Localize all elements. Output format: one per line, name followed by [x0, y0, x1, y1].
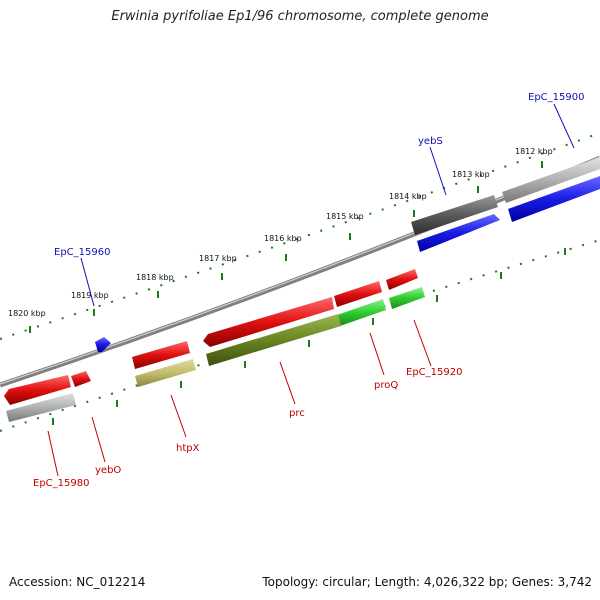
kbp-label: 1813 kbp — [452, 170, 490, 179]
kbp-label: 1819 kbp — [71, 291, 109, 300]
kbp-label: 1820 kbp — [8, 309, 46, 318]
gene-label-yebS[interactable]: yebS — [418, 136, 443, 147]
gene-yebS-cds[interactable] — [417, 214, 500, 252]
gene-EpC_15980-cds[interactable] — [4, 375, 71, 405]
genome-summary-text: Topology: circular; Length: 4,026,322 bp… — [262, 575, 592, 589]
gene-prc-cds[interactable] — [203, 297, 334, 347]
kbp-label: 1818 kbp — [136, 273, 174, 282]
gene-label-prc[interactable]: prc — [289, 408, 305, 419]
accession-text: Accession: NC_012214 — [9, 575, 146, 589]
label-leaders — [47, 103, 575, 477]
gene-yebO-cds[interactable] — [71, 371, 91, 387]
gene-proQ-cds[interactable] — [334, 281, 382, 307]
gene-EpC_15960-cds[interactable] — [95, 337, 111, 352]
kbp-label: 1816 kbp — [264, 234, 302, 243]
gene-EpC_15980-feature[interactable] — [6, 393, 76, 422]
gene-EpC_15920-cds[interactable] — [386, 269, 418, 290]
gene-label-EpC_15980[interactable]: EpC_15980 — [33, 478, 89, 489]
gene-htpX-feature[interactable] — [135, 359, 196, 387]
gene-label-EpC_15920[interactable]: EpC_15920 — [406, 367, 462, 378]
kbp-label: 1815 kbp — [326, 212, 364, 221]
kbp-major-ticks — [29, 161, 566, 425]
gene-label-htpX[interactable]: htpX — [176, 443, 200, 454]
gene-EpC_15900-feature[interactable] — [502, 157, 600, 203]
map-title: Erwinia pyrifoliae Ep1/96 chromosome, co… — [111, 9, 489, 24]
gene-proQ-feature[interactable] — [337, 299, 386, 326]
gene-htpX-cds[interactable] — [132, 341, 190, 369]
gene-yebS-feature[interactable] — [411, 195, 498, 235]
gene-label-EpC_15960[interactable]: EpC_15960 — [54, 247, 110, 258]
gene-EpC_15900-cds[interactable] — [508, 176, 600, 222]
gene-label-EpC_15900[interactable]: EpC_15900 — [528, 92, 584, 103]
kbp-label: 1817 kbp — [199, 254, 237, 263]
gene-label-proQ[interactable]: proQ — [374, 380, 398, 391]
gene-prc-feature[interactable] — [206, 314, 341, 366]
gene-EpC_15920-feature[interactable] — [389, 287, 425, 309]
gene-label-yebO[interactable]: yebO — [95, 465, 121, 476]
kbp-label: 1812 kbp — [515, 147, 553, 156]
kbp-label: 1814 kbp — [389, 192, 427, 201]
